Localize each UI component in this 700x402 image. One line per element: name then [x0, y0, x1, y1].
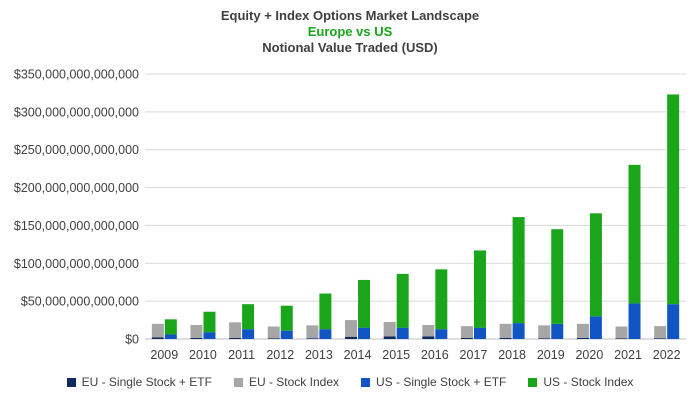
x-tick-label: 2015 — [382, 348, 410, 362]
bar-segment — [615, 326, 628, 339]
bar-segment — [267, 326, 280, 339]
bar-segment — [435, 269, 448, 330]
bar-segment — [460, 337, 473, 339]
chart-subtitle: Europe vs US — [307, 24, 393, 39]
bar-segment — [538, 325, 551, 339]
bar-segment — [499, 323, 512, 338]
chart-title-block: Equity + Index Options Market Landscape … — [0, 8, 700, 56]
bar-segment — [473, 327, 486, 339]
legend-swatch — [233, 377, 243, 387]
bar-segment — [190, 324, 203, 338]
bar-segment — [576, 323, 589, 338]
bar-segment — [396, 327, 409, 339]
y-tick-label: $250,000,000,000,000 — [14, 143, 139, 157]
bar-segment — [345, 336, 358, 339]
x-tick-label: 2011 — [228, 348, 255, 362]
bar-segment — [345, 320, 358, 337]
y-tick-label: $150,000,000,000,000 — [14, 219, 139, 233]
bar-segment — [615, 338, 628, 339]
legend-label: EU - Single Stock + ETF — [81, 375, 212, 389]
legend-swatch — [361, 377, 370, 387]
chart-legend: EU - Single Stock + ETF EU - Stock Index… — [0, 375, 700, 389]
legend-item-eu-single-stock: EU - Single Stock + ETF — [66, 375, 212, 389]
bar-segment — [151, 323, 164, 338]
bar-segment — [628, 303, 641, 339]
bar-segment — [396, 273, 409, 328]
x-tick-label: 2014 — [344, 348, 372, 362]
bar-segment — [319, 293, 332, 330]
bar-segment — [242, 329, 255, 339]
bar-segment — [151, 337, 164, 339]
bar-segment — [280, 330, 293, 339]
bar-segment — [164, 334, 177, 339]
legend-label: US - Single Stock + ETF — [376, 375, 507, 389]
x-tick-label: 2017 — [460, 348, 488, 362]
bar-segment — [422, 324, 435, 337]
y-tick-label: $50,000,000,000,000 — [21, 295, 139, 309]
bar-segment — [551, 229, 564, 324]
bar-segment — [667, 94, 680, 305]
x-tick-label: 2018 — [498, 348, 526, 362]
legend-item-us-stock-index: US - Stock Index — [528, 375, 633, 389]
bar-segment — [499, 337, 512, 339]
legend-item-us-single-stock: US - Single Stock + ETF — [361, 375, 506, 389]
x-tick-label: 2012 — [266, 348, 294, 362]
x-tick-label: 2019 — [537, 348, 565, 362]
bar-segment — [512, 323, 525, 339]
x-tick-label: 2010 — [189, 348, 217, 362]
x-tick-label: 2016 — [421, 348, 449, 362]
chart-title: Equity + Index Options Market Landscape — [220, 8, 480, 23]
bar-segment — [203, 311, 216, 333]
bar-segment — [190, 337, 203, 339]
bar-segment — [164, 319, 177, 335]
bar-segment — [667, 304, 680, 339]
legend-swatch — [528, 377, 538, 387]
bar-segment — [242, 304, 255, 330]
y-tick-label: $0 — [125, 333, 139, 347]
legend-label: US - Stock Index — [543, 375, 634, 389]
bar-segment — [229, 322, 242, 338]
bar-segment — [306, 325, 319, 339]
y-tick-label: $350,000,000,000,000 — [14, 68, 139, 82]
y-tick-label: $300,000,000,000,000 — [14, 105, 139, 119]
bar-segment — [551, 323, 564, 339]
x-tick-label: 2022 — [653, 348, 681, 362]
bar-segment — [358, 327, 371, 339]
bar-segment — [460, 326, 473, 338]
x-tick-label: 2021 — [614, 348, 642, 362]
x-tick-label: 2009 — [150, 348, 178, 362]
bar-segment — [383, 321, 396, 337]
x-tick-label: 2013 — [305, 348, 333, 362]
y-tick-label: $100,000,000,000,000 — [14, 257, 139, 271]
bar-segment — [358, 279, 371, 328]
legend-item-eu-stock-index: EU - Stock Index — [233, 375, 339, 389]
y-tick-label: $200,000,000,000,000 — [14, 181, 139, 195]
bar-segment — [628, 164, 641, 304]
bar-segment — [306, 338, 319, 339]
legend-label: EU - Stock Index — [248, 375, 339, 389]
bar-segment — [512, 217, 525, 324]
bar-segment — [280, 305, 293, 331]
bar-segment — [589, 213, 602, 317]
bar-segment — [229, 337, 242, 339]
bar-segment — [267, 338, 280, 339]
chart-subtitle-units: Notional Value Traded (USD) — [262, 40, 438, 55]
bar-segment — [435, 329, 448, 339]
bar-segment — [473, 250, 486, 328]
x-tick-label: 2020 — [575, 348, 603, 362]
bar-segment — [576, 337, 589, 339]
bar-segment — [422, 336, 435, 339]
bar-segment — [538, 338, 551, 339]
bar-segment — [203, 332, 216, 339]
legend-swatch — [66, 377, 76, 387]
bar-segment — [383, 336, 396, 339]
bar-segment — [654, 338, 667, 339]
bar-segment — [654, 326, 667, 339]
bar-segment — [319, 329, 332, 339]
bar-segment — [589, 316, 602, 339]
